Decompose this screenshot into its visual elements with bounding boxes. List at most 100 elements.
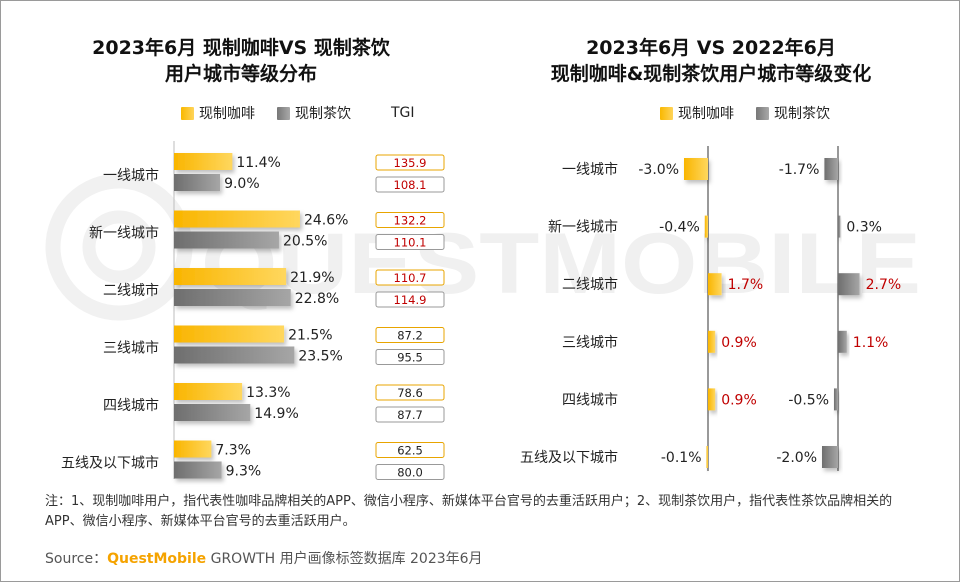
coffee-change-bar [704,215,708,238]
right-title-line-1: 2023年6月 VS 2022年6月 [586,37,836,59]
coffee-bar [174,268,287,285]
legend-coffee-label: 现制咖啡 [199,106,255,122]
coffee-change-label: -0.4% [659,220,700,236]
tea-bar [174,404,251,421]
coffee-change-bar [708,388,716,411]
tgi-tea-value: 108.1 [394,178,427,192]
left-title-line-1: 2023年6月 现制咖啡VS 现制茶饮 [92,37,390,59]
tea-change-label: 0.3% [846,220,882,236]
tea-change-bar [834,388,838,411]
tgi-tea-box [375,406,445,423]
tgi-tea-box [375,349,445,365]
legend-tea-right: 现制茶饮 [756,103,830,123]
coffee-value-label: 21.9% [290,270,334,286]
right-category-label: 四线城市 [562,391,618,408]
tgi-coffee-value: 132.2 [394,214,427,228]
right-category-label: 新一线城市 [548,219,618,236]
coffee-change-label: -0.1% [661,450,702,466]
coffee-change-bar [706,446,708,468]
coffee-change-label: 0.9% [721,335,757,351]
tea-bar [174,231,279,249]
left-legend: 现制咖啡 现制茶饮 [181,103,373,123]
left-bar-chart: 一线城市 11.4% 9.0% 新一线城市 24.6% 20.5% 二线城市 21.9% 22.… [61,141,348,480]
coffee-value-label: 13.3% [246,385,290,401]
tea-change-label: -0.5% [788,392,829,408]
tgi-coffee-box [375,269,445,286]
tea-change-label: 1.1% [853,335,889,351]
coffee-change-label: -3.0% [638,162,679,178]
tea-bar [174,461,222,479]
tea-bar [174,346,295,364]
tea-bar [174,174,221,191]
left-title-line-2: 用户城市等级分布 [164,63,317,85]
coffee-change-bar [708,330,716,353]
source-line: Source：QuestMobile GROWTH 用户画像标签数据库 2023… [45,548,483,568]
tgi-coffee-box [375,442,445,458]
left-category-label: 二线城市 [103,282,159,299]
right-category-label: 二线城市 [562,276,618,293]
tgi-coffee-value: 62.5 [397,444,423,458]
legend-coffee-label-right: 现制咖啡 [678,106,734,122]
legend-tea-label-right: 现制茶饮 [774,106,830,122]
tgi-coffee-box [375,384,445,401]
tea-value-label: 22.8% [295,291,339,307]
tgi-coffee-value: 110.7 [394,271,427,285]
tgi-tea-box [375,234,445,250]
tgi-tea-box [375,291,445,308]
tgi-tea-value: 95.5 [397,351,423,365]
right-title-line-2: 现制咖啡&现制茶饮用户城市等级变化 [550,63,872,85]
coffee-bar [174,325,285,343]
tea-change-bar [838,330,847,353]
tea-change-bar [838,215,841,238]
coffee-value-label: 7.3% [215,443,251,459]
tea-change-label: -1.7% [779,162,820,178]
watermark-text: QUESTMOBILE [201,216,921,312]
tgi-table: 135.9 108.1 132.2 110.1 110.7 114.9 87.2 95.5 78… [375,154,445,480]
coffee-value-label: 21.5% [288,328,332,344]
footnote: 注：1、现制咖啡用户，指代表性咖啡品牌相关的APP、微信小程序、新媒体平台官号的… [45,494,893,529]
legend-tea-label: 现制茶饮 [295,106,351,122]
left-category-label: 新一线城市 [89,225,159,242]
tgi-coffee-value: 135.9 [394,156,427,170]
tgi-tea-value: 87.7 [397,408,423,422]
tea-swatch-right [756,106,769,120]
source-brand: QuestMobile [107,551,207,567]
coffee-change-label: 1.7% [728,277,764,293]
coffee-value-label: 11.4% [236,155,280,171]
tgi-tea-value: 80.0 [397,466,423,480]
right-category-label: 一线城市 [562,161,618,178]
right-chart-title: 2023年6月 VS 2022年6月 现制咖啡&现制茶饮用户城市等级变化 [481,35,941,87]
tea-change-label: -2.0% [776,450,817,466]
right-legend: 现制咖啡 现制茶饮 [660,103,852,123]
tea-value-label: 20.5% [283,234,327,250]
tgi-coffee-box [375,212,445,228]
tgi-tea-value: 114.9 [394,293,427,307]
legend-coffee-right: 现制咖啡 [660,103,734,123]
tea-change-bar [824,158,838,180]
coffee-bar [174,440,212,458]
coffee-bar [174,210,300,228]
right-category-label: 三线城市 [562,334,618,351]
coffee-value-label: 24.6% [304,213,348,229]
legend-tea: 现制茶饮 [277,103,351,123]
tea-value-label: 9.0% [224,176,260,192]
tea-bar [174,289,291,306]
left-category-label: 五线及以下城市 [61,455,159,472]
legend-coffee: 现制咖啡 [181,103,255,123]
left-category-label: 一线城市 [103,167,159,184]
tea-value-label: 9.3% [226,464,262,480]
tgi-tea-value: 110.1 [394,236,427,250]
right-category-label: 五线及以下城市 [520,449,618,466]
tea-swatch [277,106,290,120]
tgi-tea-box [375,176,445,193]
tgi-tea-box [375,464,445,480]
coffee-swatch [181,106,194,120]
coffee-bar [174,153,233,170]
coffee-change-label: 0.9% [721,392,757,408]
tea-change-bar [838,273,860,296]
coffee-change-bar [708,273,722,296]
tea-change-label: 2.7% [866,277,902,293]
